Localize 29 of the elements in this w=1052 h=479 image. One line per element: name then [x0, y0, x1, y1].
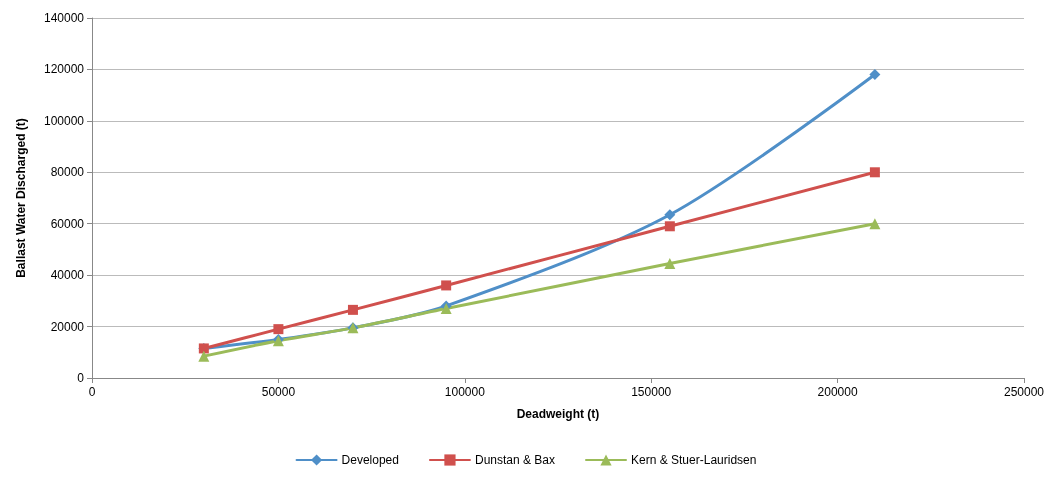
point	[441, 280, 452, 291]
x-tick-label: 150000	[631, 385, 672, 399]
x-tick-label: 0	[88, 385, 96, 399]
y-tick-label: 20000	[50, 319, 85, 334]
point	[347, 304, 358, 315]
point	[273, 324, 284, 335]
x-tick-label: 250000	[1003, 385, 1045, 399]
y-axis-title: Ballast Water Discharged (t)	[14, 118, 28, 278]
x-axis-title: Deadweight (t)	[516, 407, 600, 421]
legend-label: Developed	[341, 453, 399, 467]
point	[869, 69, 881, 81]
y-tick-label: 140000	[43, 11, 85, 25]
y-tick-label: 80000	[50, 165, 85, 180]
point	[664, 258, 676, 270]
point	[664, 221, 675, 232]
point	[664, 209, 676, 221]
point	[869, 218, 881, 230]
y-tick-label: 120000	[43, 62, 85, 77]
y-tick-label: 100000	[43, 113, 85, 128]
y-tick-label: 40000	[50, 268, 85, 283]
x-tick-label: 100000	[444, 385, 486, 399]
x-tick-label: 50000	[261, 385, 296, 399]
point	[198, 350, 210, 362]
legend-label: Kern & Stuer-Lauridsen	[631, 453, 757, 467]
legend-label: Dunstan & Bax	[474, 453, 556, 467]
y-tick-label: 60000	[50, 216, 85, 231]
y-tick-label: 0	[77, 371, 85, 385]
point	[869, 167, 880, 178]
x-tick-label: 200000	[817, 385, 858, 399]
